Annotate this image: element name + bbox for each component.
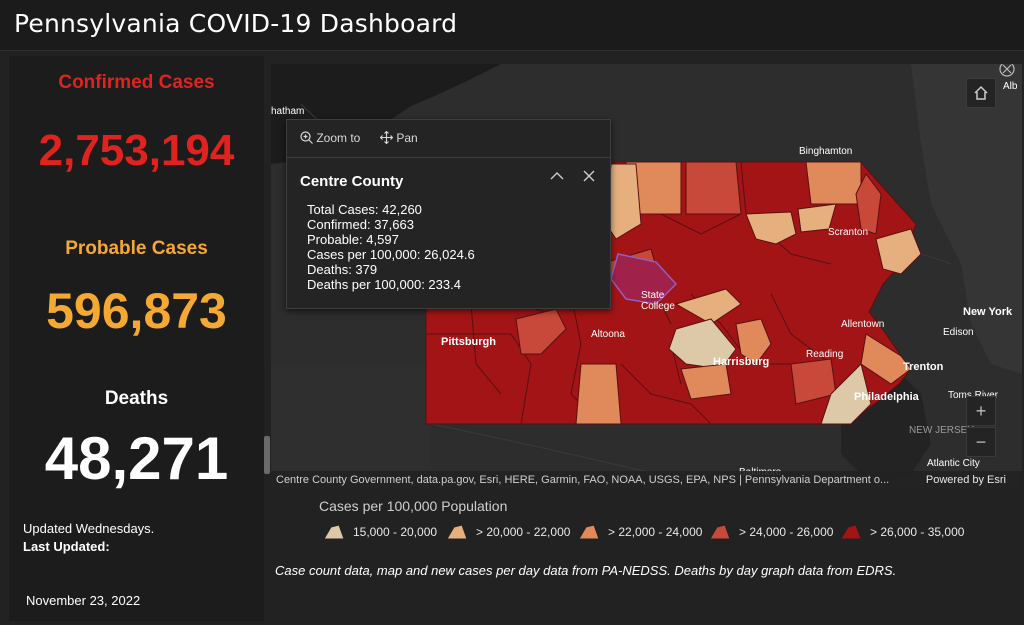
city-label-binghamton: Binghamton bbox=[799, 146, 852, 157]
home-button[interactable] bbox=[966, 78, 996, 108]
city-label-pittsburgh: Pittsburgh bbox=[441, 336, 496, 348]
city-label-toms-river: Toms River bbox=[948, 390, 999, 401]
legend-label: 15,000 - 20,000 bbox=[353, 525, 438, 539]
zoom-out-button[interactable]: − bbox=[966, 427, 996, 457]
last-updated-date: November 23, 2022 bbox=[26, 593, 141, 608]
zoom-in-button[interactable]: + bbox=[966, 396, 996, 426]
city-label-allentown: Allentown bbox=[841, 319, 884, 330]
detail-confirmed: Confirmed: 37,663 bbox=[307, 217, 414, 232]
page-title: Pennsylvania COVID-19 Dashboard bbox=[14, 9, 458, 38]
probable-cases-label: Probable Cases bbox=[65, 238, 208, 259]
legend-swatch bbox=[709, 524, 731, 540]
city-label-state-college: State College bbox=[641, 290, 675, 312]
last-updated-label: Last Updated: bbox=[23, 539, 110, 554]
detail-cases-per-100k: Cases per 100,000: 26,024.6 bbox=[307, 247, 475, 262]
city-label-trenton: Trenton bbox=[903, 361, 944, 373]
header-bar: Pennsylvania COVID-19 Dashboard bbox=[0, 0, 1024, 51]
move-icon bbox=[379, 130, 394, 145]
zoom-to-action[interactable]: Zoom to bbox=[300, 131, 360, 145]
close-icon bbox=[583, 170, 595, 182]
pan-action[interactable]: Pan bbox=[379, 130, 418, 145]
attribution-sources[interactable]: Centre County Government, data.pa.gov, E… bbox=[276, 474, 890, 486]
close-popup-button[interactable] bbox=[581, 168, 597, 189]
legend-title: Cases per 100,000 Population bbox=[319, 498, 508, 514]
update-frequency: Updated Wednesdays. bbox=[23, 521, 155, 536]
home-icon bbox=[974, 85, 988, 100]
detail-deaths-per-100k: Deaths per 100,000: 233.4 bbox=[307, 277, 461, 292]
expand-icon bbox=[999, 64, 1015, 77]
map-legend: Cases per 100,000 Population 15,000 - 20… bbox=[305, 498, 985, 550]
expand-button[interactable] bbox=[998, 64, 1018, 80]
magnifier-icon bbox=[300, 131, 313, 144]
minus-icon: − bbox=[975, 432, 987, 452]
confirmed-cases-value: 2,753,194 bbox=[38, 126, 235, 175]
zoom-to-label: Zoom to bbox=[316, 131, 361, 145]
county-popup: Zoom to Pan Centre County Total Cases: 4… bbox=[286, 119, 611, 309]
scrollbar-thumb[interactable] bbox=[264, 436, 270, 474]
probable-cases-value: 596,873 bbox=[46, 283, 227, 339]
city-label-harrisburg: Harrisburg bbox=[713, 356, 769, 368]
legend-swatch bbox=[840, 524, 862, 540]
legend-label: > 24,000 - 26,000 bbox=[739, 525, 834, 539]
data-source-note: Case count data, map and new cases per d… bbox=[275, 563, 897, 578]
confirmed-cases-label: Confirmed Cases bbox=[58, 72, 215, 93]
popup-details: Total Cases: 42,260 Confirmed: 37,663 Pr… bbox=[307, 202, 475, 292]
deaths-label: Deaths bbox=[104, 388, 169, 409]
legend-swatch bbox=[446, 524, 468, 540]
city-label-scranton: Scranton bbox=[828, 227, 868, 238]
deaths-value: 48,271 bbox=[44, 425, 229, 492]
detail-probable: Probable: 4,597 bbox=[307, 232, 399, 247]
detail-total-cases: Total Cases: 42,260 bbox=[307, 202, 422, 217]
chevron-up-icon bbox=[550, 172, 564, 180]
city-label-new-jersey: NEW JERSEY bbox=[909, 425, 974, 436]
pan-label: Pan bbox=[396, 131, 418, 145]
city-label-altoona: Altoona bbox=[591, 329, 625, 340]
map-view[interactable]: Binghamton Scranton Allentown Edison New… bbox=[271, 64, 1022, 490]
legend-swatch bbox=[578, 524, 600, 540]
stats-panel: Confirmed Cases 2,753,194 Probable Cases… bbox=[9, 56, 270, 621]
plus-icon: + bbox=[975, 401, 987, 421]
city-label-reading: Reading bbox=[806, 349, 843, 360]
map-attribution: Centre County Government, data.pa.gov, E… bbox=[271, 471, 1022, 490]
city-label-philadelphia: Philadelphia bbox=[854, 391, 920, 403]
legend-label: > 22,000 - 24,000 bbox=[608, 525, 703, 539]
popup-toolbar: Zoom to Pan bbox=[287, 120, 610, 158]
legend-label: > 20,000 - 22,000 bbox=[476, 525, 571, 539]
collapse-button[interactable] bbox=[549, 168, 565, 189]
city-label-alb: Alb bbox=[1003, 81, 1018, 92]
city-label-new-york: New York bbox=[963, 306, 1013, 318]
legend-label: > 26,000 - 35,000 bbox=[870, 525, 965, 539]
powered-by-esri[interactable]: Powered by Esri bbox=[925, 474, 1006, 486]
city-label-atlantic-city: Atlantic City bbox=[927, 458, 980, 469]
city-label-edison: Edison bbox=[943, 327, 974, 338]
popup-title: Centre County bbox=[300, 173, 404, 190]
city-label-hatham: hatham bbox=[271, 106, 304, 117]
detail-deaths: Deaths: 379 bbox=[307, 262, 378, 277]
legend-swatch bbox=[323, 524, 345, 540]
